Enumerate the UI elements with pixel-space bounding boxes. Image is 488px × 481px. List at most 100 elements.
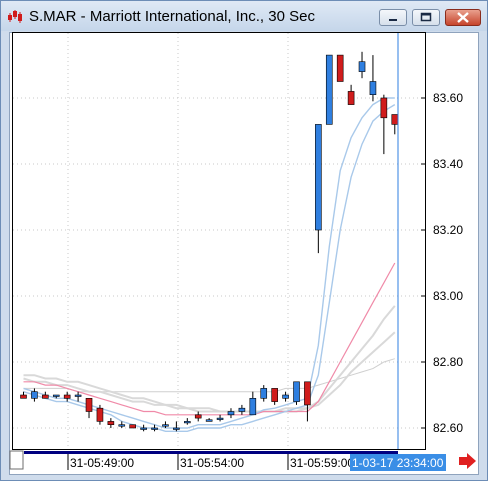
plot-area[interactable] bbox=[12, 32, 426, 450]
candle[interactable] bbox=[63, 391, 71, 402]
maximize-icon bbox=[420, 12, 432, 22]
candle[interactable] bbox=[74, 391, 82, 402]
title-bar[interactable]: S.MAR - Marriott International, Inc., 30… bbox=[1, 1, 487, 31]
candle-body-up bbox=[173, 427, 180, 430]
candle[interactable] bbox=[118, 421, 126, 428]
candle[interactable] bbox=[249, 391, 257, 416]
close-button[interactable] bbox=[445, 9, 481, 26]
candle[interactable] bbox=[140, 424, 147, 432]
candle-body-down bbox=[85, 397, 93, 412]
candle-body-up bbox=[358, 61, 366, 72]
candle-body-up bbox=[227, 411, 235, 416]
candle-body-up bbox=[238, 407, 246, 412]
candle[interactable] bbox=[380, 94, 388, 155]
candle-body-up bbox=[162, 424, 169, 427]
candle[interactable] bbox=[227, 408, 235, 419]
scroll-track[interactable] bbox=[24, 451, 398, 454]
candle-body-up bbox=[118, 424, 126, 427]
candle-body-up bbox=[74, 394, 82, 397]
candle[interactable] bbox=[20, 391, 27, 399]
candle-body-up bbox=[249, 397, 257, 416]
minimize-button[interactable] bbox=[379, 9, 407, 26]
y-tick-label: 82.80 bbox=[433, 355, 463, 369]
candle-body-up bbox=[260, 388, 268, 399]
close-icon bbox=[457, 12, 469, 23]
candle-body-down bbox=[304, 381, 311, 406]
candle[interactable] bbox=[129, 424, 136, 429]
candle-body-down bbox=[107, 421, 115, 425]
time-scrollbar[interactable] bbox=[9, 450, 398, 470]
candle-body-down bbox=[96, 407, 104, 422]
candle[interactable] bbox=[107, 418, 115, 428]
candle-body-up bbox=[205, 419, 213, 422]
candle[interactable] bbox=[260, 385, 268, 402]
candle[interactable] bbox=[369, 55, 377, 102]
candle-body-up bbox=[369, 81, 377, 95]
candle[interactable] bbox=[336, 54, 344, 82]
scroll-right-arrow-icon[interactable] bbox=[459, 453, 476, 469]
y-tick-label: 83.60 bbox=[433, 91, 463, 105]
candle[interactable] bbox=[52, 394, 60, 399]
y-tick-label: 82.60 bbox=[433, 421, 463, 435]
candle[interactable] bbox=[85, 397, 93, 419]
candle[interactable] bbox=[282, 391, 289, 402]
candle[interactable] bbox=[205, 418, 213, 422]
candle-body-down bbox=[391, 114, 399, 125]
candle[interactable] bbox=[96, 404, 104, 425]
candle[interactable] bbox=[358, 51, 366, 79]
candle-body-up bbox=[31, 391, 38, 399]
candle-body-down bbox=[336, 54, 344, 82]
candle-body-down bbox=[380, 97, 388, 119]
x-axis: 31-05:49:00 31-05:54:00 31-05:59:00 bbox=[67, 454, 354, 470]
candle-body-up bbox=[315, 124, 322, 231]
candle-body-down bbox=[347, 91, 355, 105]
x-tick-label: 31-05:54:00 bbox=[180, 456, 244, 470]
window-title: S.MAR - Marriott International, Inc., 30… bbox=[29, 8, 315, 25]
y-tick-label: 83.40 bbox=[433, 157, 463, 171]
ma-line-fast bbox=[23, 97, 395, 429]
y-tick-label: 83.20 bbox=[433, 223, 463, 237]
minimize-icon bbox=[389, 19, 397, 21]
candle[interactable] bbox=[315, 124, 322, 254]
candle[interactable] bbox=[293, 381, 300, 405]
scroll-left-box[interactable] bbox=[9, 450, 24, 470]
ma-line-gray-2 bbox=[23, 331, 396, 413]
candle-body-up bbox=[184, 421, 191, 424]
candle-body-down bbox=[42, 394, 49, 399]
candle[interactable] bbox=[42, 391, 49, 399]
candle[interactable] bbox=[304, 381, 311, 422]
candle-body-down bbox=[63, 394, 71, 399]
x-tick-label: 31-05:59:00 bbox=[290, 456, 354, 470]
current-time-label-bg bbox=[350, 454, 446, 471]
ma-line-pink bbox=[23, 262, 396, 416]
candle-body-down bbox=[194, 414, 202, 419]
candle-body-up bbox=[282, 394, 289, 399]
candle-body-up bbox=[52, 394, 60, 397]
candle-body-up bbox=[325, 54, 333, 125]
maximize-button[interactable] bbox=[412, 9, 440, 26]
ma-line-gray-1 bbox=[23, 305, 396, 413]
candle-body-up bbox=[216, 417, 224, 420]
candles bbox=[20, 51, 399, 432]
candle[interactable] bbox=[271, 388, 278, 405]
candle[interactable] bbox=[347, 84, 355, 105]
candle[interactable] bbox=[194, 411, 202, 422]
candle[interactable] bbox=[238, 404, 246, 415]
ma-line-fast-2 bbox=[23, 104, 396, 432]
candle[interactable] bbox=[391, 114, 399, 135]
candle-body-down bbox=[271, 388, 278, 402]
candle[interactable] bbox=[31, 388, 38, 402]
candle-body-down bbox=[129, 424, 136, 429]
candle[interactable] bbox=[325, 54, 333, 125]
y-tick-label: 83.00 bbox=[433, 289, 463, 303]
candle[interactable] bbox=[162, 421, 169, 428]
x-tick-label: 31-05:49:00 bbox=[70, 456, 134, 470]
candle[interactable] bbox=[184, 418, 191, 425]
candle[interactable] bbox=[151, 424, 158, 432]
candle[interactable] bbox=[173, 421, 180, 432]
candle-body-down bbox=[20, 394, 27, 399]
candle[interactable] bbox=[216, 414, 224, 422]
current-time-label: 1-03-17 23:34:00 bbox=[352, 456, 444, 470]
